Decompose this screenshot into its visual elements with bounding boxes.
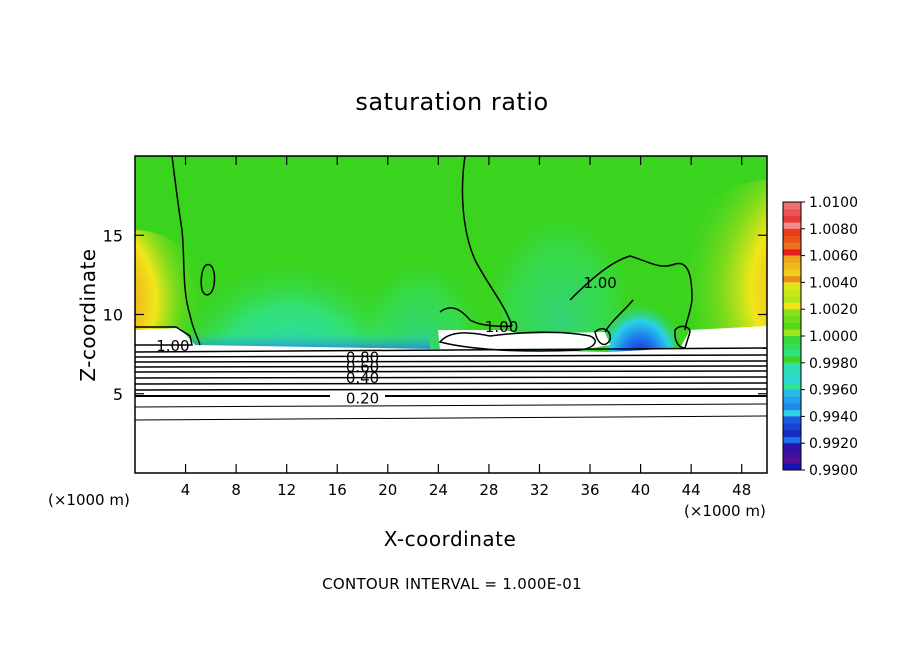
colorbar-band — [783, 362, 801, 370]
colorbar-band — [783, 342, 801, 350]
colorbar-band — [783, 336, 801, 344]
colorbar-band — [783, 322, 801, 330]
y-axis-ticks: 5 10 15 — [103, 226, 767, 404]
colorbar-band — [783, 416, 801, 424]
contour-label: 0.60 — [346, 358, 379, 376]
contour-labels: 1.00 1.00 1.00 0.800.600.40 0.20 — [156, 274, 617, 408]
x-tick-label: 4 — [181, 481, 191, 499]
x-tick-label: 36 — [580, 481, 599, 499]
colorbar-band — [783, 349, 801, 357]
contour-interval-note: CONTOUR INTERVAL = 1.000E-01 — [322, 575, 582, 593]
colorbar-label: 0.9980 — [809, 356, 858, 372]
x-tick-label: 28 — [479, 481, 498, 499]
colorbar-band — [783, 202, 801, 210]
colorbar-band — [783, 309, 801, 317]
contour-label: 0.40 — [346, 369, 379, 387]
colorbar-band — [783, 376, 801, 384]
colorbar-band — [783, 315, 801, 324]
colorbar-band — [783, 369, 801, 377]
colorbar-band — [783, 215, 801, 223]
colorbar-band — [783, 423, 801, 431]
x-tick-label: 44 — [682, 481, 701, 499]
colorbar-band — [783, 429, 801, 437]
y-tick-label: 15 — [103, 226, 123, 245]
chart-title: saturation ratio — [355, 88, 549, 116]
colorbar-label: 1.0000 — [809, 329, 858, 345]
contour-label: 0.20 — [346, 390, 379, 408]
colorbar-band — [783, 403, 801, 411]
colorbar-label: 0.9920 — [809, 436, 858, 452]
colorbar: 0.9900 0.9920 0.9940 0.9960 0.9980 1.0000 1.00… — [782, 195, 858, 479]
contour-label: 1.00 — [583, 274, 616, 292]
contour-label: 0.80 — [346, 348, 379, 366]
x-tick-label: 8 — [231, 481, 241, 499]
x-tick-label: 24 — [429, 481, 448, 499]
colorbar-label: 1.0040 — [809, 275, 858, 291]
colorbar-label: 0.9960 — [809, 383, 858, 399]
colorbar-band — [783, 389, 801, 397]
colorbar-label: 1.0080 — [809, 222, 858, 238]
colorbar-label: 1.0060 — [809, 249, 858, 265]
x-tick-label: 40 — [631, 481, 650, 499]
x-tick-label: 16 — [328, 481, 347, 499]
colorbar-band — [783, 228, 801, 236]
colorbar-label: 1.0100 — [809, 195, 858, 211]
contour-label: 1.00 — [156, 337, 189, 355]
colorbar-label: 0.9900 — [809, 463, 858, 479]
colorbar-band — [783, 456, 801, 464]
x-axis-label: X-coordinate — [383, 527, 517, 551]
y-tick-label: 5 — [113, 385, 123, 404]
heatmap-field — [135, 156, 767, 473]
colorbar-band — [783, 242, 801, 250]
colorbar-band — [783, 396, 801, 404]
x-axis-ticks: 4 8 12 16 20 24 28 32 36 40 44 48 — [181, 156, 751, 499]
x-tick-label: 20 — [378, 481, 397, 499]
contour-lines — [135, 156, 767, 421]
y-units-label: (×1000 m) — [48, 491, 130, 509]
colorbar-band — [783, 449, 801, 458]
colorbar-band — [783, 443, 801, 451]
colorbar-band — [783, 262, 801, 270]
colorbar-band — [783, 255, 801, 263]
contour-label: 1.00 — [485, 318, 518, 336]
colorbar-band — [783, 295, 801, 303]
colorbar-band — [783, 269, 801, 277]
y-tick-label: 10 — [103, 306, 123, 325]
x-tick-label: 48 — [732, 481, 751, 499]
x-units-label: (×1000 m) — [684, 502, 766, 520]
x-tick-label: 12 — [277, 481, 296, 499]
colorbar-band — [783, 282, 801, 290]
x-tick-label: 32 — [530, 481, 549, 499]
colorbar-band — [783, 289, 801, 297]
colorbar-label: 1.0020 — [809, 302, 858, 318]
colorbar-band — [783, 235, 801, 243]
colorbar-label: 0.9940 — [809, 409, 858, 425]
colorbar-band — [783, 208, 801, 216]
